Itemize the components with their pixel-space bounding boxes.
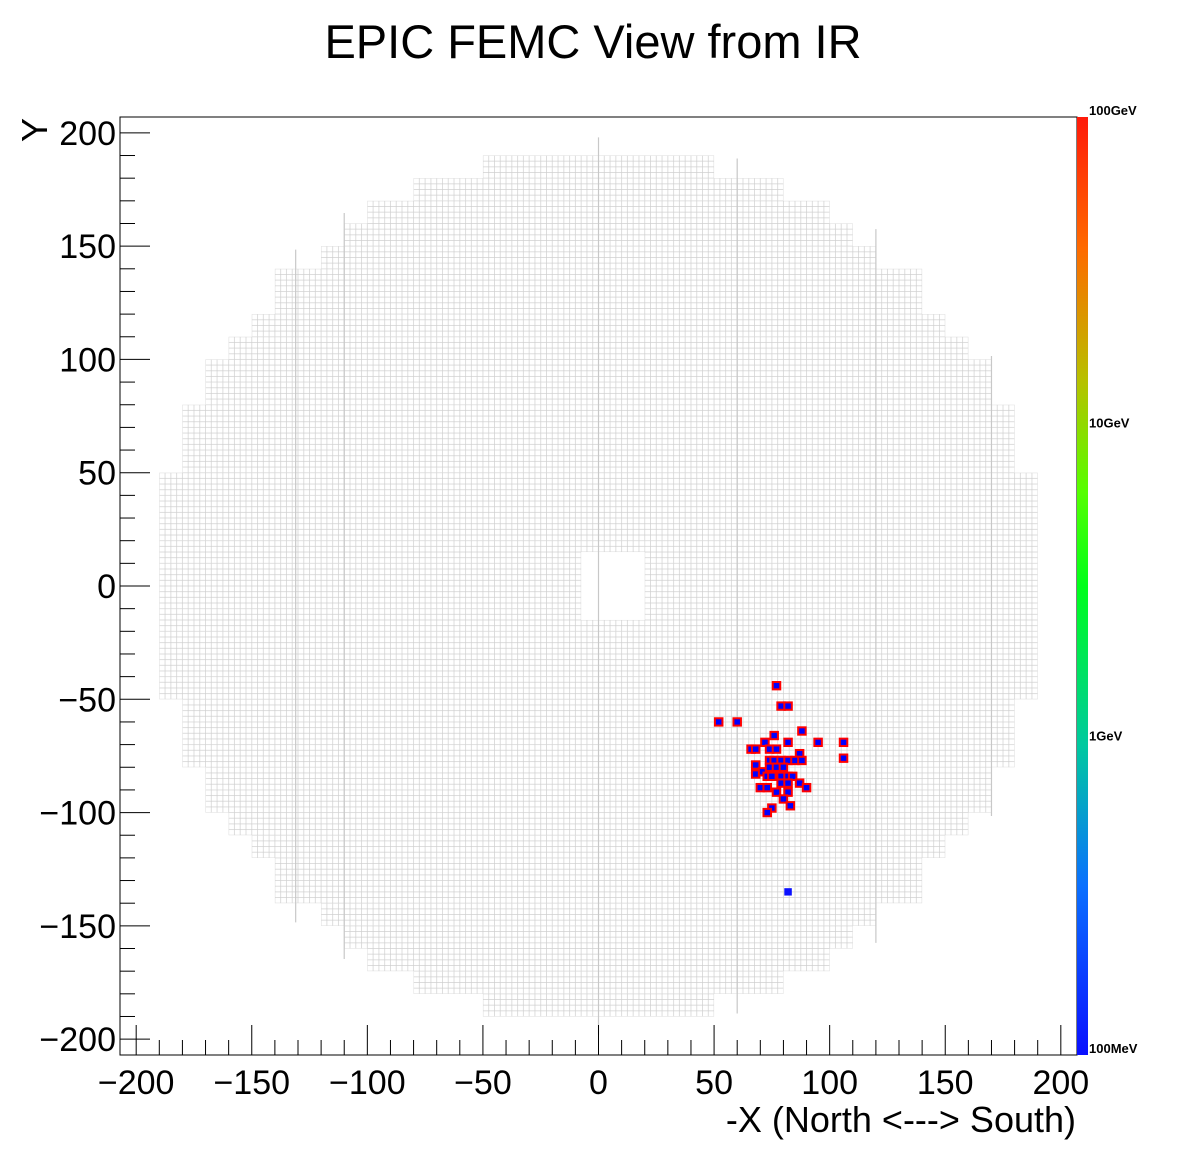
hit-tower: [784, 888, 792, 896]
hit-tower: [767, 771, 777, 782]
hit-tower: [762, 782, 773, 793]
hit-tower: [838, 753, 849, 763]
x-tick-label: 100: [801, 1064, 858, 1102]
y-tick-label: 200: [59, 115, 116, 153]
y-tick-label: −50: [58, 681, 116, 719]
hit-tower: [732, 717, 742, 727]
colorbar-labels: 100GeV 10GeV 1GeV 100MeV: [1089, 103, 1138, 1056]
hit-tower: [785, 801, 796, 811]
hit-tower: [713, 717, 724, 727]
y-tick-label: −150: [39, 908, 116, 946]
cell-block: [644, 608, 1038, 632]
x-tick-label: 0: [589, 1064, 608, 1102]
hit-tower: [813, 737, 823, 748]
y-axis-label: Y: [14, 118, 55, 142]
x-tick-label: 200: [1032, 1064, 1089, 1102]
x-axis: −200 −150 −100 −50 0 50 100 150 200: [98, 1025, 1089, 1102]
y-tick-label: −200: [39, 1021, 116, 1059]
x-tick-label: −150: [213, 1064, 290, 1102]
x-tick-label: 50: [695, 1064, 733, 1102]
cell-block: [644, 586, 1038, 609]
cell-block: [581, 540, 645, 553]
cell-block: [581, 619, 645, 632]
x-axis-label: -X (North <---> South): [726, 1099, 1076, 1140]
cell-block: [159, 563, 582, 586]
hit-tower: [771, 744, 782, 754]
hit-tower: [762, 807, 773, 818]
detector-cells: [159, 137, 1038, 1035]
y-tick-label: −100: [39, 795, 116, 833]
y-tick-label: 150: [59, 228, 116, 266]
cell-block: [644, 563, 1038, 586]
colorbar-label: 100GeV: [1089, 103, 1137, 118]
hit-tower: [783, 737, 793, 748]
hit-tower: [769, 730, 779, 741]
cell-block: [159, 586, 582, 609]
cell-block: [644, 540, 1038, 564]
y-axis: −200 −150 −100 −50 0 50 100 150 200: [39, 115, 150, 1059]
cell-block: [159, 540, 582, 564]
y-tick-label: 0: [97, 568, 116, 606]
x-tick-label: −200: [98, 1064, 175, 1102]
x-tick-label: 150: [917, 1064, 974, 1102]
hit-tower: [771, 681, 782, 691]
cell-block: [159, 608, 582, 632]
hit-tower: [771, 787, 782, 797]
hit-tower: [778, 762, 789, 772]
hit-tower: [783, 701, 793, 711]
hit-towers: [713, 681, 849, 896]
hit-tower: [750, 760, 761, 770]
hit-tower: [801, 782, 812, 793]
hit-tower: [838, 737, 849, 748]
hit-tower: [750, 744, 761, 754]
colorbar: [1077, 117, 1088, 1055]
colorbar-label: 10GeV: [1089, 416, 1130, 431]
y-tick-label: 100: [59, 341, 116, 379]
colorbar-label: 100MeV: [1089, 1041, 1138, 1056]
y-tick-label: 50: [78, 455, 116, 493]
chart-title: EPIC FEMC View from IR: [324, 15, 862, 68]
x-tick-label: −50: [454, 1064, 512, 1102]
x-tick-label: −100: [329, 1064, 406, 1102]
hit-tower: [797, 726, 807, 736]
colorbar-label: 1GeV: [1089, 728, 1123, 743]
hit-tower: [778, 794, 789, 804]
hit-tower: [783, 778, 793, 788]
hit-tower: [797, 755, 807, 766]
